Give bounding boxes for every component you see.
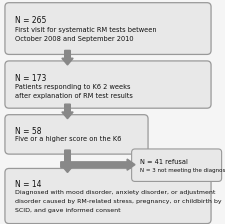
FancyBboxPatch shape xyxy=(132,149,222,181)
Text: N = 41 refusal: N = 41 refusal xyxy=(140,159,187,165)
Text: October 2008 and September 2010: October 2008 and September 2010 xyxy=(15,36,133,42)
Text: N = 265: N = 265 xyxy=(15,16,46,25)
Text: N = 58: N = 58 xyxy=(15,127,41,136)
FancyArrow shape xyxy=(62,150,73,172)
Text: N = 14: N = 14 xyxy=(15,180,41,189)
Text: Patients responding to K6 2 weeks: Patients responding to K6 2 weeks xyxy=(15,84,130,90)
Text: after explanation of RM test results: after explanation of RM test results xyxy=(15,93,133,99)
FancyArrow shape xyxy=(62,104,73,119)
Text: disorder caused by RM-related stress, pregnancy, or childbirth by: disorder caused by RM-related stress, pr… xyxy=(15,199,221,204)
FancyBboxPatch shape xyxy=(5,168,211,224)
Text: N = 3 not meeting the diagnostic criteria: N = 3 not meeting the diagnostic criteri… xyxy=(140,168,225,173)
FancyBboxPatch shape xyxy=(5,61,211,108)
Text: Five or a higher score on the K6: Five or a higher score on the K6 xyxy=(15,136,121,142)
FancyArrow shape xyxy=(62,50,73,65)
FancyBboxPatch shape xyxy=(5,115,148,154)
Text: SCID, and gave informed consent: SCID, and gave informed consent xyxy=(15,208,120,213)
Text: N = 173: N = 173 xyxy=(15,74,46,83)
Text: First visit for systematic RM tests between: First visit for systematic RM tests betw… xyxy=(15,27,156,33)
FancyArrow shape xyxy=(61,159,135,170)
FancyBboxPatch shape xyxy=(5,3,211,54)
Text: Diagnosed with mood disorder, anxiety disorder, or adjustment: Diagnosed with mood disorder, anxiety di… xyxy=(15,190,215,195)
